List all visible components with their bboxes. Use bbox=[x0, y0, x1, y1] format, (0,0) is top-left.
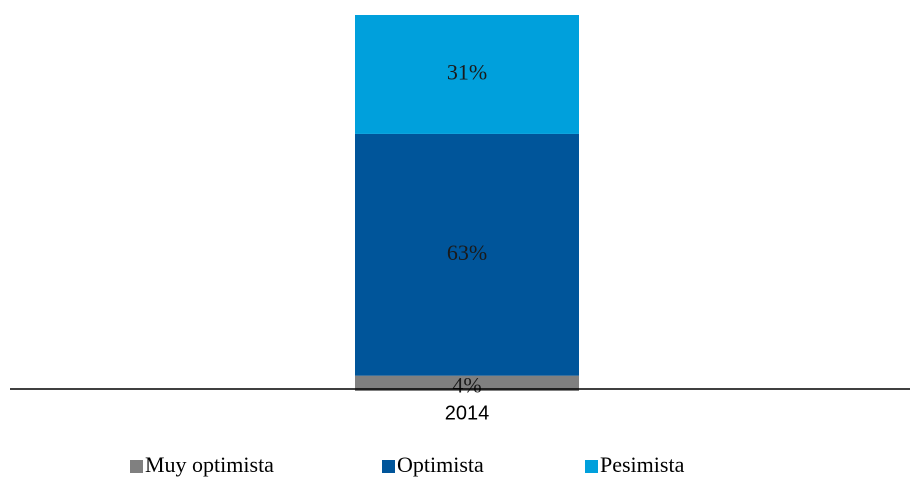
bar-segment bbox=[355, 133, 579, 376]
data-label: 4% bbox=[452, 372, 481, 397]
data-label: 31% bbox=[447, 60, 487, 85]
legend-swatch bbox=[585, 460, 598, 473]
legend-swatch bbox=[130, 460, 143, 473]
legend-label: Muy optimista bbox=[145, 452, 274, 477]
data-label: 63% bbox=[447, 240, 487, 265]
bar-segment bbox=[355, 15, 579, 134]
legend-label: Pesimista bbox=[600, 452, 685, 477]
legend-swatch bbox=[382, 460, 395, 473]
x-tick-label: 2014 bbox=[445, 402, 490, 424]
bar-segment bbox=[355, 375, 579, 391]
legend-label: Optimista bbox=[397, 452, 484, 477]
